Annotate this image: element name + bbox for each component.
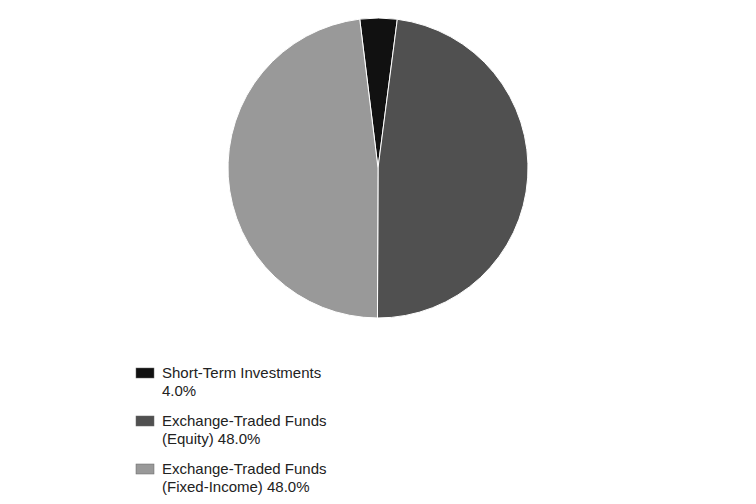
legend-label: Short-Term Investments4.0% — [162, 364, 321, 399]
legend-label-line: Exchange-Traded Funds — [162, 460, 327, 477]
legend-item: Exchange-Traded Funds(Equity) 48.0% — [136, 412, 327, 447]
legend-swatch — [136, 464, 154, 474]
legend-label: Exchange-Traded Funds(Equity) 48.0% — [162, 412, 327, 447]
legend: Short-Term Investments4.0% Exchange-Trade… — [136, 364, 327, 495]
pie — [228, 18, 528, 318]
legend-label-line: 4.0% — [162, 382, 196, 399]
chart-svg: Short-Term Investments4.0% Exchange-Trade… — [0, 0, 756, 504]
legend-label-line: (Fixed-Income) 48.0% — [162, 478, 310, 495]
pie-slice — [228, 19, 378, 318]
legend-swatch — [136, 368, 154, 378]
legend-swatch — [136, 416, 154, 426]
pie-slice — [377, 19, 528, 318]
legend-label-line: Exchange-Traded Funds — [162, 412, 327, 429]
legend-label-line: Short-Term Investments — [162, 364, 321, 381]
legend-item: Exchange-Traded Funds(Fixed-Income) 48.0… — [136, 460, 327, 495]
legend-item: Short-Term Investments4.0% — [136, 364, 321, 399]
legend-label: Exchange-Traded Funds(Fixed-Income) 48.0… — [162, 460, 327, 495]
legend-label-line: (Equity) 48.0% — [162, 430, 260, 447]
